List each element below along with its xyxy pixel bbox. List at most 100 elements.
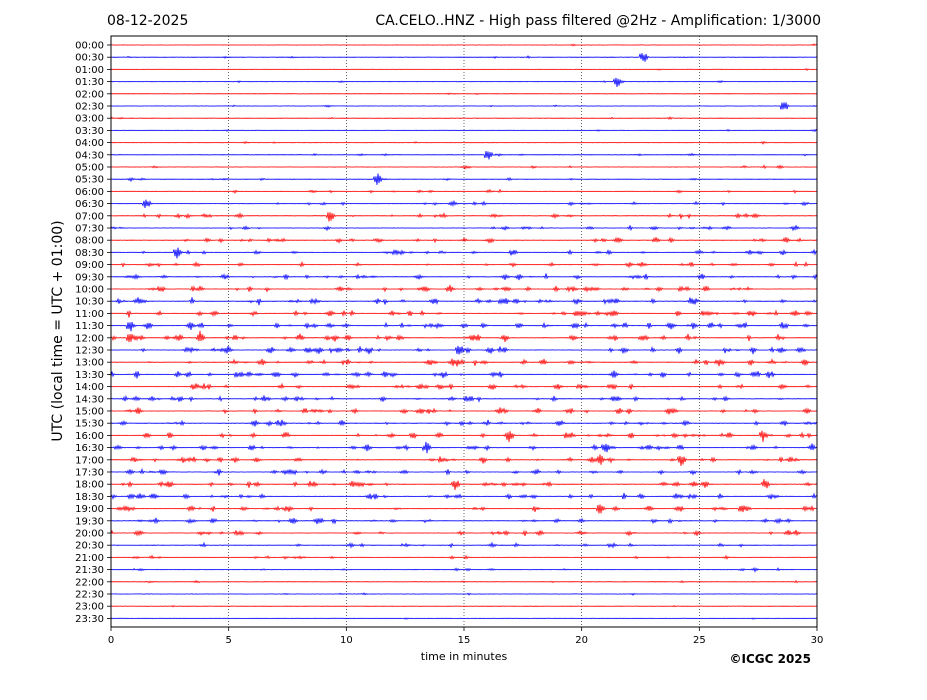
y-tick-label: 19:00 xyxy=(75,504,104,515)
trace-1000 xyxy=(110,284,818,293)
y-tick-label: 19:30 xyxy=(75,516,104,527)
x-tick-label: 15 xyxy=(458,635,471,646)
y-tick-label: 04:30 xyxy=(75,150,104,161)
y-tick-label: 18:30 xyxy=(75,492,104,503)
y-tick-label: 23:30 xyxy=(75,614,104,625)
y-tick-label: 12:30 xyxy=(75,346,104,357)
x-tick-label: 5 xyxy=(225,635,231,646)
trace-0830 xyxy=(110,247,818,259)
trace-0130 xyxy=(110,77,818,87)
trace-0700 xyxy=(110,212,818,222)
trace-0800 xyxy=(110,236,818,245)
y-tick-label: 09:30 xyxy=(75,272,104,283)
trace-0630 xyxy=(110,199,818,209)
trace-1730 xyxy=(110,467,818,476)
y-tick-label: 15:00 xyxy=(75,407,104,418)
y-tick-label: 03:30 xyxy=(75,126,104,137)
trace-0730 xyxy=(110,225,818,232)
y-tick-label: 06:00 xyxy=(75,187,104,198)
trace-0000 xyxy=(110,43,818,47)
trace-0900 xyxy=(110,260,818,269)
trace-0500 xyxy=(110,164,818,170)
trace-1330 xyxy=(110,370,818,379)
y-tick-label: 20:30 xyxy=(75,541,104,552)
y-tick-label: 17:30 xyxy=(75,468,104,479)
y-tick-label: 08:00 xyxy=(75,236,104,247)
y-tick-label: 05:30 xyxy=(75,175,104,186)
y-tick-label: 12:00 xyxy=(75,333,104,344)
trace-0330 xyxy=(110,128,818,133)
trace-1830 xyxy=(110,492,818,500)
trace-0930 xyxy=(110,273,818,281)
y-tick-label: 18:00 xyxy=(75,480,104,491)
trace-1230 xyxy=(110,345,818,355)
y-tick-label: 16:30 xyxy=(75,443,104,454)
trace-0600 xyxy=(110,188,818,195)
y-tick-label: 00:30 xyxy=(75,53,104,64)
y-tick-label: 09:00 xyxy=(75,260,104,271)
y-tick-label: 01:30 xyxy=(75,77,104,88)
trace-2200 xyxy=(110,579,818,584)
trace-1530 xyxy=(110,419,818,428)
x-axis-label: time in minutes xyxy=(421,650,508,663)
y-tick-label: 17:00 xyxy=(75,455,104,466)
plot-frame xyxy=(110,35,818,628)
y-tick-label: 21:00 xyxy=(75,553,104,564)
y-tick-label: 07:00 xyxy=(75,211,104,222)
y-tick-label: 07:30 xyxy=(75,224,104,235)
y-tick-label: 20:00 xyxy=(75,529,104,540)
y-tick-label: 15:30 xyxy=(75,419,104,430)
trace-1800 xyxy=(110,479,818,490)
y-tick-label: 08:30 xyxy=(75,248,104,259)
trace-1130 xyxy=(110,321,818,332)
trace-2300 xyxy=(110,604,818,608)
trace-2130 xyxy=(110,567,818,573)
y-tick-label: 16:00 xyxy=(75,431,104,442)
copyright-label: ©ICGC 2025 xyxy=(729,652,811,666)
trace-1600 xyxy=(110,430,818,442)
trace-0230 xyxy=(110,102,818,110)
y-tick-label: 14:00 xyxy=(75,382,104,393)
trace-0200 xyxy=(110,92,818,96)
trace-0100 xyxy=(110,68,818,72)
y-tick-label: 22:30 xyxy=(75,590,104,601)
trace-1500 xyxy=(110,407,818,415)
y-tick-label: 11:00 xyxy=(75,309,104,320)
trace-0030 xyxy=(110,53,818,62)
trace-1900 xyxy=(110,504,818,514)
trace-0300 xyxy=(110,116,818,121)
trace-2030 xyxy=(110,541,818,549)
grid-layer xyxy=(228,36,700,627)
trace-0400 xyxy=(110,140,818,145)
y-tick-label: 14:30 xyxy=(75,394,104,405)
trace-2000 xyxy=(110,529,818,537)
x-tick-label: 30 xyxy=(811,635,824,646)
y-tick-label: 10:00 xyxy=(75,285,104,296)
trace-1700 xyxy=(110,454,818,466)
y-tick-label: 13:00 xyxy=(75,358,104,369)
trace-1400 xyxy=(110,382,818,391)
y-tick-label: 11:30 xyxy=(75,321,104,332)
trace-0430 xyxy=(110,150,818,160)
trace-1630 xyxy=(110,441,818,454)
chart-title: CA.CELO..HNZ - High pass filtered @2Hz -… xyxy=(375,13,821,29)
x-tick-label: 20 xyxy=(575,635,588,646)
trace-0530 xyxy=(110,173,818,185)
y-tick-label: 06:30 xyxy=(75,199,104,210)
y-tick-label: 10:30 xyxy=(75,297,104,308)
x-tick-label: 0 xyxy=(108,635,114,646)
y-tick-label: 13:30 xyxy=(75,370,104,381)
trace-1100 xyxy=(110,309,818,318)
trace-2230 xyxy=(110,592,818,596)
y-tick-label: 00:00 xyxy=(75,41,104,52)
y-tick-label: 04:00 xyxy=(75,138,104,149)
y-tick-label: 02:30 xyxy=(75,102,104,113)
y-tick-label: 22:00 xyxy=(75,577,104,588)
trace-layer xyxy=(110,43,818,620)
trace-1200 xyxy=(110,330,818,343)
y-tick-label: 02:00 xyxy=(75,89,104,100)
y-tick-label: 01:00 xyxy=(75,65,104,76)
